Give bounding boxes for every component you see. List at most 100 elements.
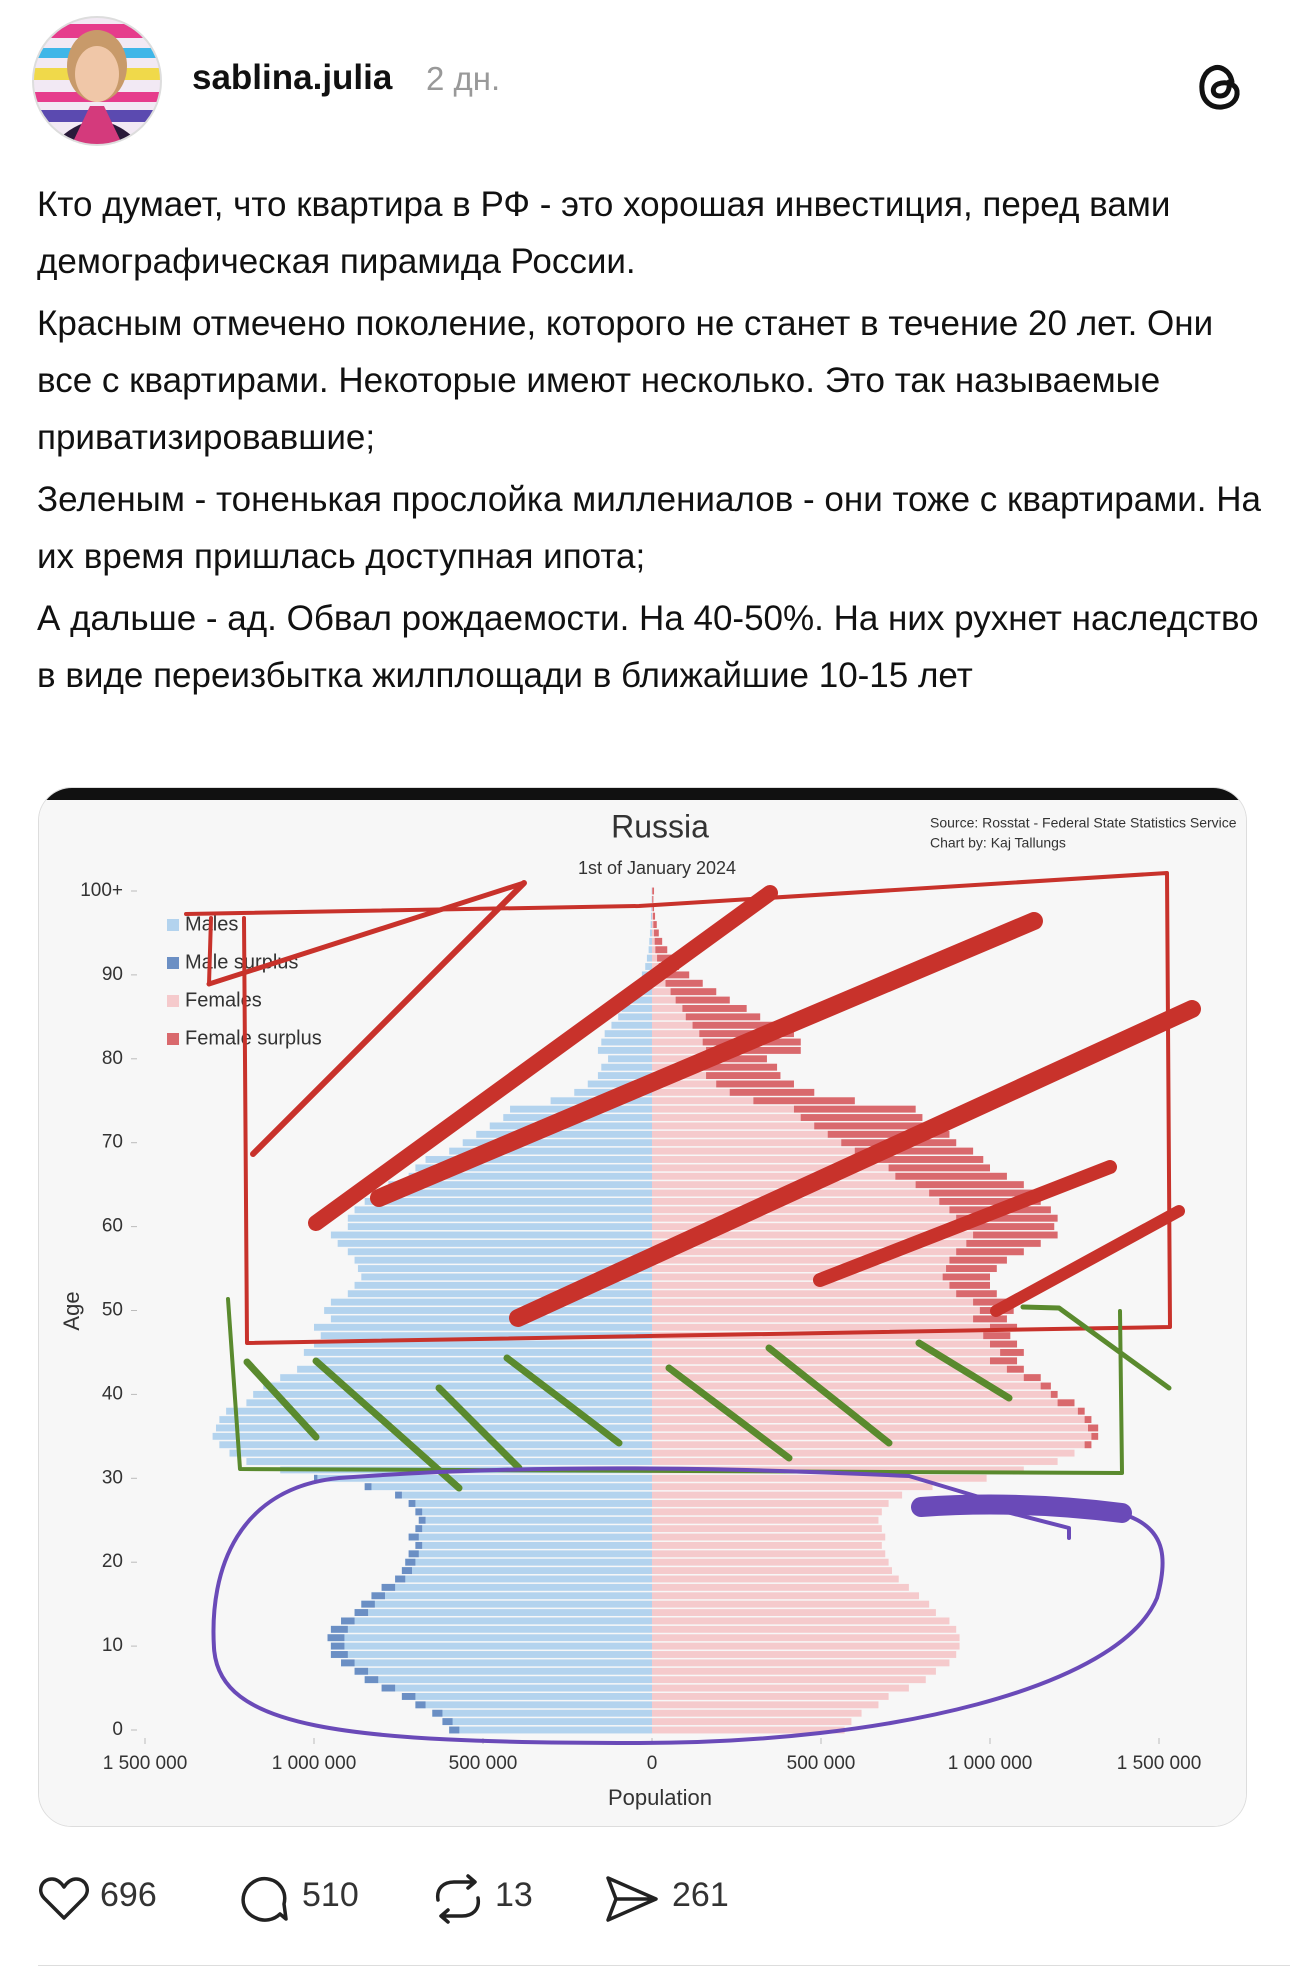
male-bar: [401, 1693, 652, 1700]
x-tick-label: 1 000 000: [272, 1753, 357, 1774]
male-bar: [408, 1533, 652, 1541]
male-bar: [215, 1424, 653, 1432]
male-bar: [354, 1281, 652, 1289]
male-bar: [357, 1265, 652, 1272]
repost-icon[interactable]: [430, 1874, 486, 1924]
male-surplus: [381, 1583, 396, 1591]
female-bar: [652, 1374, 1041, 1382]
female-bar: [652, 1206, 1051, 1214]
male-surplus: [330, 1651, 348, 1658]
male-surplus: [364, 1483, 372, 1491]
female-bar: [652, 1248, 1024, 1256]
green-outline: [226, 1297, 1124, 1475]
male-bar: [330, 1298, 652, 1306]
female-surplus: [973, 1298, 1011, 1306]
female-bar: [652, 1676, 926, 1684]
male-bar: [327, 1634, 652, 1642]
female-bar: [652, 1458, 1058, 1465]
share-icon[interactable]: [604, 1874, 660, 1924]
male-bar: [621, 1005, 652, 1012]
male-surplus: [415, 1541, 423, 1549]
male-surplus: [364, 1676, 379, 1684]
image-card[interactable]: Russia 1st of January 2024 Source: Rosst…: [38, 787, 1247, 1827]
female-bar: [652, 1214, 1058, 1222]
male-bar: [297, 1365, 652, 1373]
female-surplus: [956, 1248, 1024, 1256]
male-surplus: [405, 1558, 416, 1566]
male-bar: [337, 1239, 652, 1247]
male-bar: [449, 1147, 652, 1155]
male-bar: [212, 1432, 652, 1440]
male-surplus: [408, 1500, 416, 1507]
male-bar: [649, 937, 652, 945]
male-bar: [354, 1667, 652, 1675]
female-surplus: [670, 988, 717, 996]
female-surplus: [983, 1332, 1011, 1340]
male-bar: [597, 1072, 652, 1080]
red-stroke: [990, 1205, 1185, 1317]
male-bar: [347, 1214, 652, 1222]
female-bar: [652, 1550, 886, 1558]
x-tick-label: 500 000: [449, 1753, 518, 1774]
female-bar: [652, 1382, 1051, 1390]
female-bar: [652, 1290, 997, 1298]
female-surplus: [652, 887, 655, 895]
legend-swatch: [167, 995, 179, 1007]
male-bar: [364, 1483, 652, 1491]
female-bar: [652, 1709, 862, 1717]
male-bar: [330, 1231, 652, 1239]
male-surplus: [381, 1684, 396, 1692]
female-bar: [652, 1483, 933, 1491]
female-bar: [652, 1516, 879, 1524]
x-tick-label: 1 500 000: [1117, 1753, 1202, 1774]
x-tick-label: 0: [647, 1753, 658, 1774]
male-bar: [219, 1416, 653, 1424]
male-bar: [347, 1223, 652, 1231]
male-bar: [361, 1600, 652, 1608]
female-bar: [652, 1298, 1011, 1306]
female-bar: [652, 1122, 936, 1130]
female-surplus: [1091, 1432, 1099, 1440]
male-surplus: [327, 1634, 345, 1642]
male-bar: [651, 904, 652, 912]
male-bar: [324, 1307, 652, 1314]
female-bar: [652, 1491, 903, 1499]
author-name[interactable]: sablina.julia: [192, 58, 393, 97]
male-bar: [601, 1038, 652, 1046]
male-surplus: [408, 1533, 419, 1541]
chart-source: Source: Rosstat - Federal State Statisti…: [930, 815, 1237, 831]
male-bar: [354, 1256, 652, 1264]
threads-logo[interactable]: [1196, 60, 1244, 112]
paragraph: А дальше - ад. Обвал рождаемости. На 40-…: [37, 599, 1259, 695]
female-bar: [652, 1684, 909, 1692]
red-stroke: [206, 880, 527, 987]
male-bar: [354, 1206, 652, 1214]
female-bar: [652, 1625, 957, 1633]
y-tick-label: 40: [102, 1383, 123, 1404]
y-tick-label: 80: [102, 1048, 123, 1069]
y-tick-label: 50: [102, 1300, 123, 1321]
purple-outline: [211, 1466, 1165, 1745]
legend-label: Female surplus: [185, 1027, 322, 1049]
reply-icon[interactable]: [238, 1874, 290, 1924]
male-bar: [395, 1575, 652, 1583]
male-bar: [628, 996, 652, 1004]
female-surplus: [1000, 1349, 1024, 1356]
male-bar: [364, 1676, 652, 1684]
legend-swatch: [167, 957, 179, 969]
male-bar: [425, 1156, 652, 1163]
female-surplus: [1077, 1407, 1085, 1415]
male-bar: [587, 1080, 652, 1088]
red-stroke: [813, 1160, 1117, 1287]
male-bar: [341, 1617, 652, 1625]
like-icon[interactable]: [38, 1876, 90, 1922]
female-bar: [652, 1114, 923, 1121]
female-bar: [652, 1156, 984, 1163]
female-surplus: [1006, 1365, 1024, 1373]
chart: Russia 1st of January 2024 Source: Rosst…: [39, 788, 1246, 1826]
male-bar: [415, 1164, 652, 1172]
avatar[interactable]: [30, 14, 164, 148]
male-bar: [303, 1349, 652, 1356]
female-surplus: [1088, 1424, 1099, 1432]
